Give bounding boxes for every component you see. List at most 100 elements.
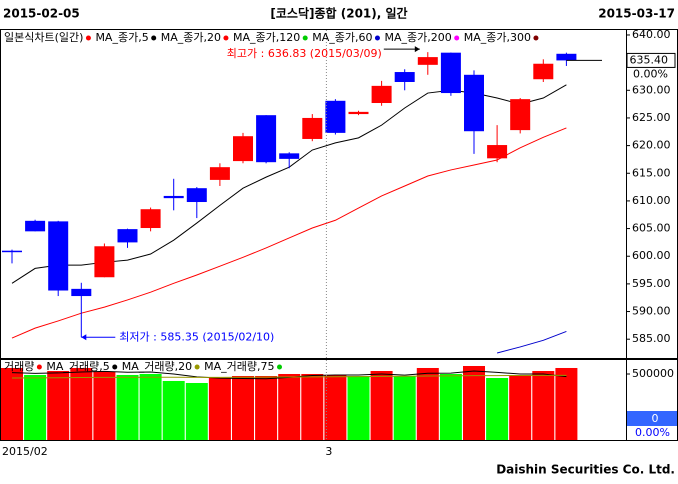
- candle-body: [233, 136, 253, 162]
- y-tick-label: 620.00: [632, 139, 671, 152]
- x-tick-label: 3: [325, 445, 332, 458]
- y-tick-label: 610.00: [632, 194, 671, 207]
- low-annotation: 최저가 : 585.35 (2015/02/10): [119, 330, 274, 343]
- candle-body: [140, 209, 161, 229]
- change-label: 0.00%: [633, 67, 668, 80]
- legend-marker: [36, 364, 42, 370]
- candle-body: [440, 52, 461, 94]
- candle-body: [556, 53, 577, 61]
- legend-label: MA_거래량,5: [46, 360, 109, 373]
- volume-bar: [208, 377, 231, 440]
- legend-marker: [374, 35, 380, 41]
- volume-bar: [555, 367, 578, 440]
- volume-bar: [93, 371, 116, 440]
- y-tick-label: 585.00: [632, 332, 671, 345]
- candle-body: [186, 188, 207, 203]
- current-value: 0: [652, 412, 659, 425]
- legend-label: MA_거래량,20: [122, 360, 192, 373]
- candle-body: [464, 74, 484, 132]
- y-tick-label: 625.00: [632, 111, 671, 124]
- candle-body: [417, 57, 438, 65]
- candle-body: [71, 288, 92, 297]
- volume-bar: [139, 373, 162, 440]
- high-annotation: 최고가 : 636.83 (2015/03/09): [227, 47, 382, 60]
- legend-label: 일본식차트(일간): [4, 30, 83, 44]
- volume-bar: [463, 365, 485, 440]
- legend-marker: [277, 364, 282, 370]
- candle-body: [25, 220, 46, 232]
- volume-bar: [232, 376, 254, 440]
- volume-bar: [162, 380, 185, 440]
- candle-body: [279, 153, 300, 159]
- last-price-box: [626, 52, 676, 68]
- volume-bar: [439, 373, 462, 440]
- legend-label: MA_종가,120: [233, 31, 300, 44]
- candle-body: [510, 99, 531, 131]
- candle-body: [117, 229, 138, 243]
- legend-label: MA_종가,5: [95, 31, 148, 44]
- volume-bar: [185, 382, 208, 440]
- volume-bar: [370, 370, 393, 440]
- x-tick-label: 2015/02: [2, 445, 48, 458]
- legend-marker: [223, 35, 229, 41]
- current-value-box: [627, 411, 677, 426]
- last-price-label: 635.40: [630, 53, 669, 66]
- legend-marker: [194, 364, 200, 370]
- legend-marker: [302, 35, 308, 41]
- volume-bar: [24, 374, 47, 440]
- moving-average-line: [11, 127, 567, 339]
- legend-marker: [85, 35, 91, 41]
- legend-marker: [151, 35, 157, 41]
- candle-body: [394, 72, 415, 82]
- legend-marker: [454, 35, 460, 41]
- volume-bar: [116, 374, 139, 440]
- end-date: 2015-03-17: [598, 7, 675, 21]
- footer: Daishin Securities Co. Ltd.: [496, 463, 675, 477]
- volume-plot: [1, 365, 578, 440]
- volume-bar: [1, 367, 23, 440]
- legend-label: 거래량: [4, 360, 34, 373]
- candle-body: [163, 195, 184, 199]
- legend-marker: [533, 35, 539, 41]
- candle-body: [209, 167, 230, 180]
- candle-body: [487, 145, 508, 159]
- candle-body: [2, 250, 22, 253]
- candle-body: [302, 117, 323, 139]
- volume-bar: [70, 367, 93, 440]
- high-arrowhead: [414, 46, 420, 53]
- volume-bar: [301, 373, 324, 440]
- candle-body: [94, 246, 115, 278]
- y-tick-label: 600.00: [632, 249, 671, 262]
- volume-bar: [347, 376, 370, 440]
- candle-body: [256, 115, 277, 163]
- legend-marker: [112, 364, 118, 370]
- volume-bar: [486, 377, 509, 440]
- volume-bar: [393, 376, 416, 440]
- legend-label: MA_종가,200: [384, 31, 451, 44]
- start-date: 2015-02-05: [3, 7, 80, 21]
- y-tick-label: 615.00: [632, 166, 671, 179]
- legend-label: MA_종가,300: [464, 31, 531, 44]
- candle-body: [48, 221, 69, 291]
- candle-body: [533, 63, 554, 80]
- candle-body: [371, 85, 392, 104]
- low-arrowhead: [81, 334, 87, 341]
- change-label: 0.00%: [635, 426, 670, 439]
- volume-bar: [416, 367, 439, 440]
- moving-average-line: [496, 330, 567, 354]
- price-plot: [2, 52, 577, 354]
- legend-label: MA_종가,20: [161, 31, 221, 44]
- candle-body: [325, 100, 346, 133]
- volume-bar: [509, 374, 532, 440]
- y-tick-label: 640.00: [632, 28, 671, 41]
- y-tick-label: 500000: [632, 367, 674, 380]
- y-tick-label: 605.00: [632, 222, 671, 235]
- volume-bar: [278, 373, 301, 440]
- moving-average-line: [11, 374, 567, 379]
- legend-label: MA_종가,60: [312, 31, 372, 44]
- chart-title: [코스닥]종합 (201), 일간: [270, 6, 407, 21]
- volume-bar: [324, 374, 347, 440]
- y-tick-label: 590.00: [632, 305, 671, 318]
- volume-bar: [255, 376, 278, 440]
